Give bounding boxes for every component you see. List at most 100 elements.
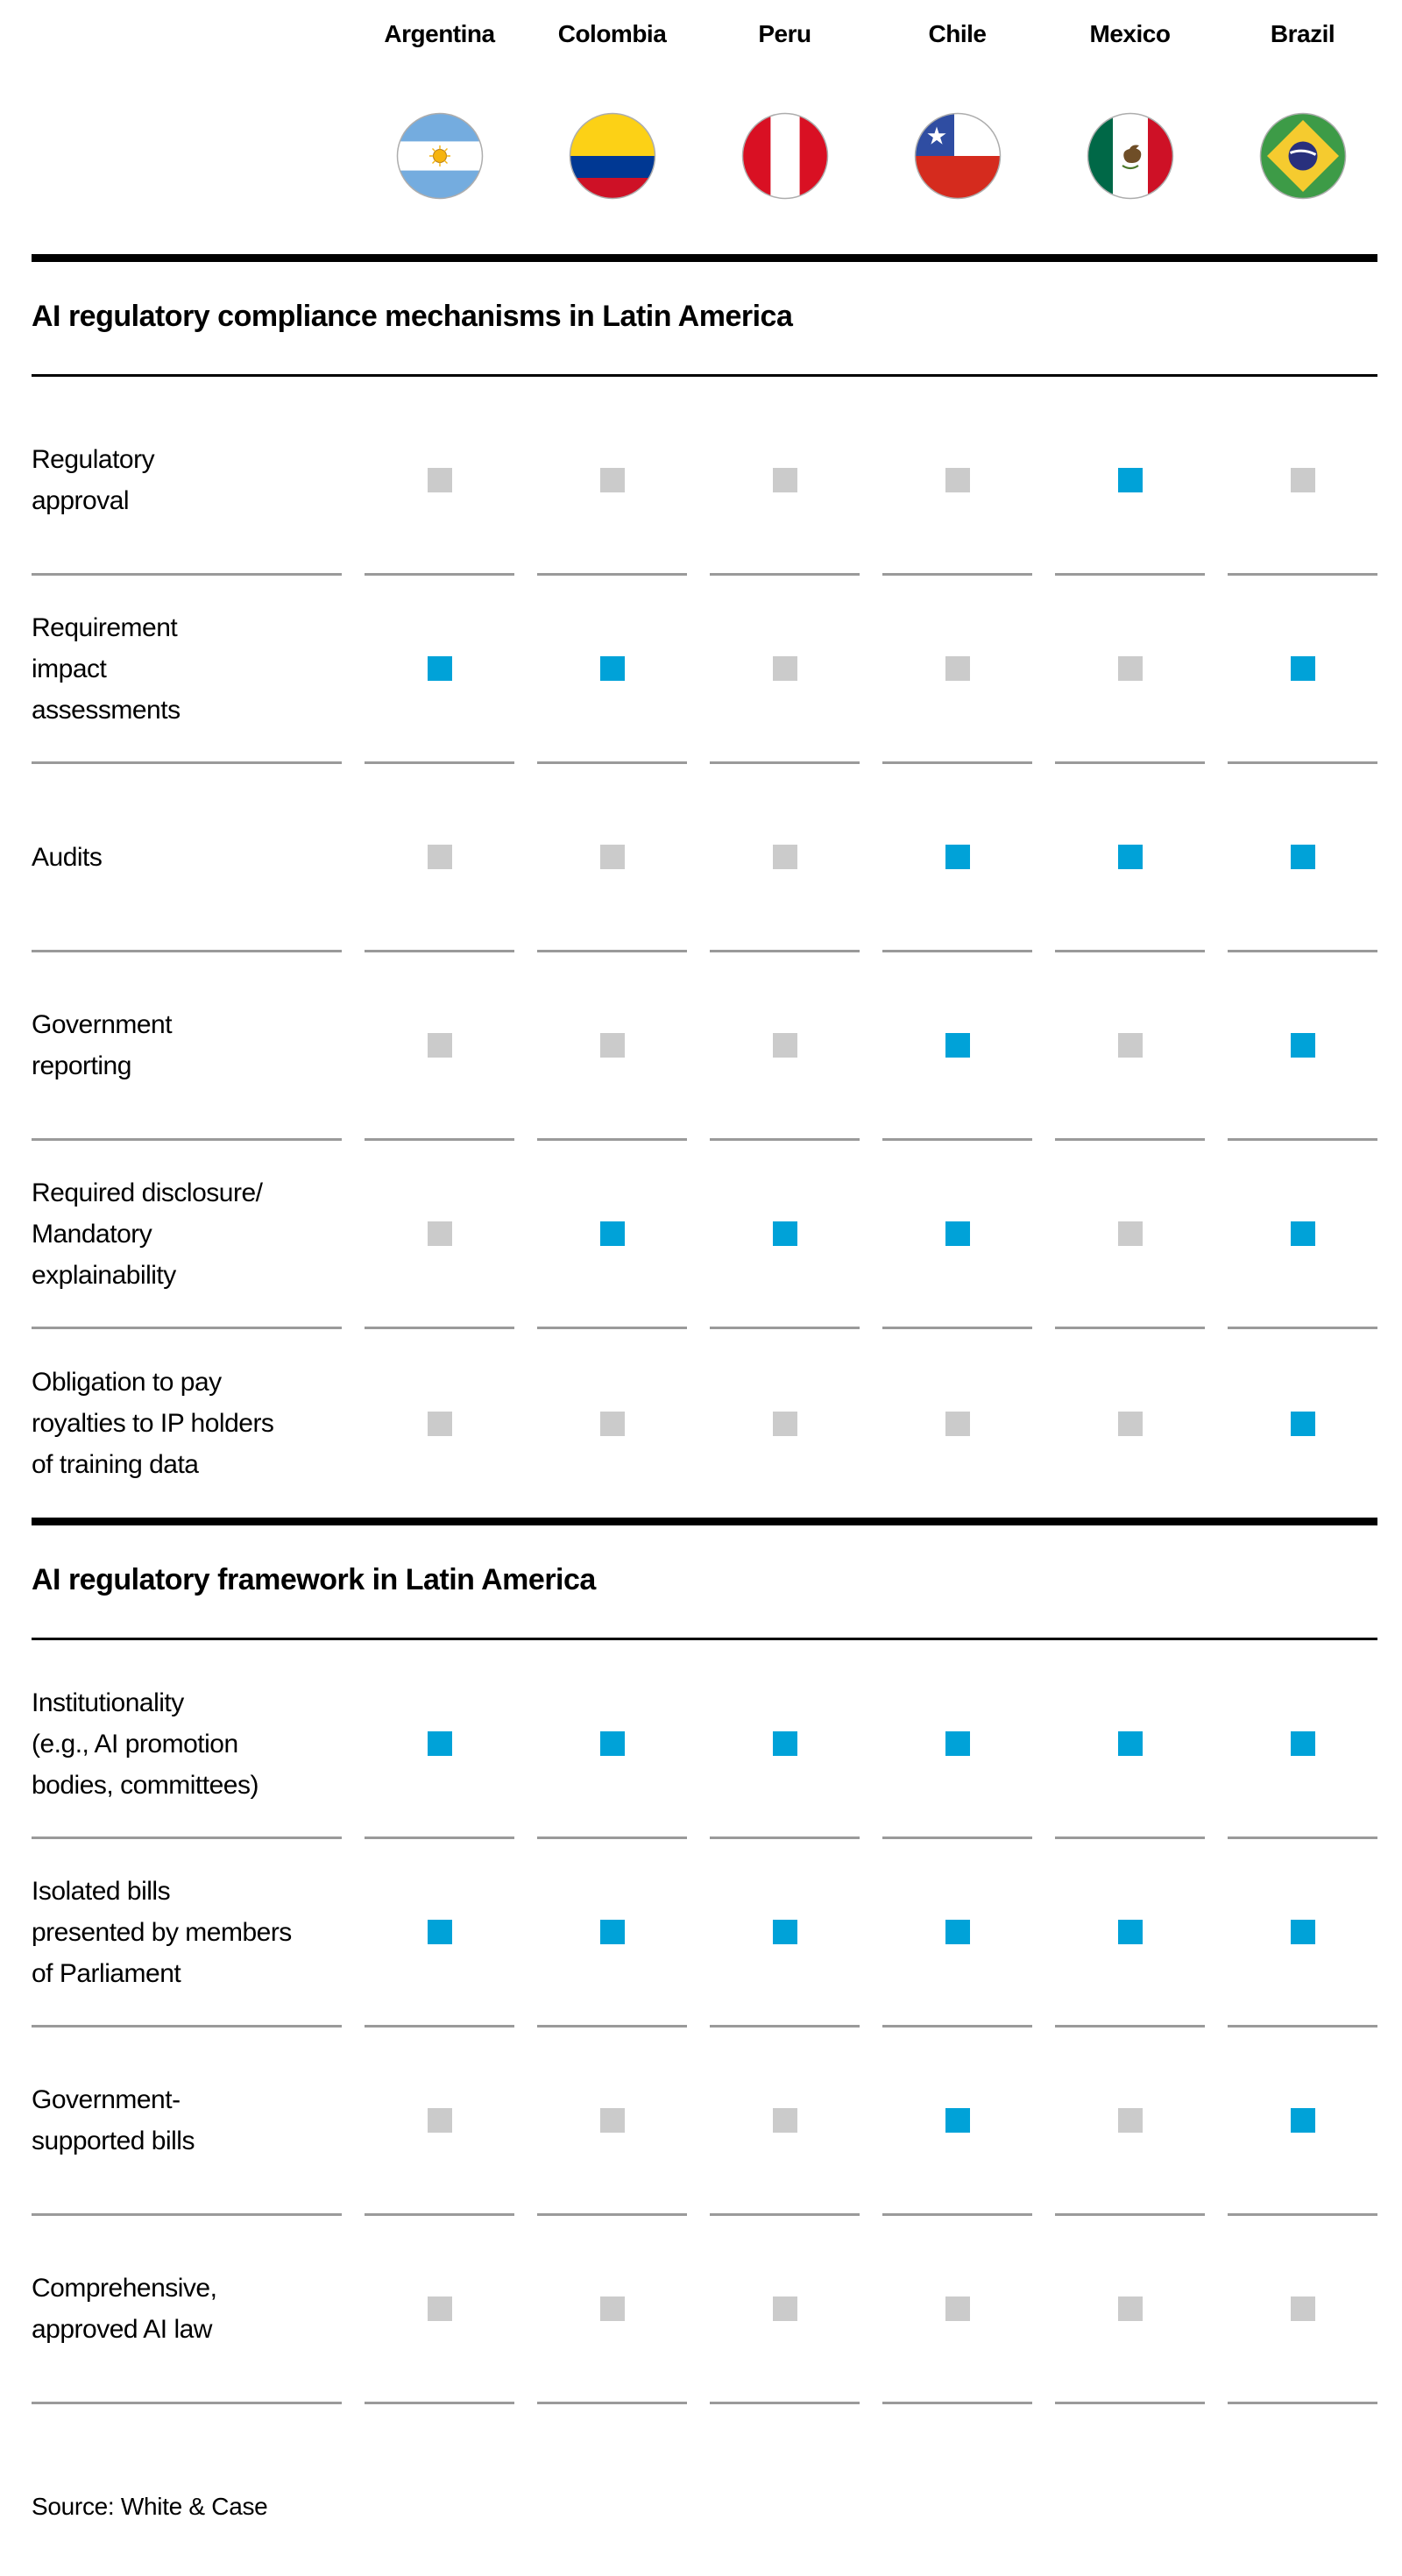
matrix-cell [882, 764, 1032, 952]
present-square [599, 656, 625, 681]
country-name: Colombia [557, 20, 667, 47]
matrix-cell [882, 387, 1032, 576]
matrix-cell [537, 387, 687, 576]
matrix-cell [365, 2216, 514, 2404]
matrix-cell [882, 952, 1032, 1141]
absent-square [599, 468, 625, 492]
matrix-cell [710, 1141, 860, 1329]
mexico-flag-icon [1087, 112, 1174, 200]
row-label: Audits [32, 842, 103, 872]
absent-square [1117, 656, 1143, 681]
present-square [427, 656, 452, 681]
matrix-cell [1055, 2216, 1205, 2404]
matrix-cell [1055, 2028, 1205, 2216]
matrix-cell [537, 2216, 687, 2404]
absent-square [945, 656, 970, 681]
present-square [1290, 1221, 1315, 1246]
absent-square [1117, 1221, 1143, 1246]
absent-square [1117, 1411, 1143, 1436]
present-square [1117, 845, 1143, 869]
matrix-cell [710, 576, 860, 764]
present-square [1290, 1033, 1315, 1058]
matrix-cell [1228, 387, 1377, 576]
absent-square [599, 1411, 625, 1436]
matrix-cell [710, 1329, 860, 1518]
matrix-cell [537, 1329, 687, 1518]
matrix-row: Obligation to pay royalties to IP holder… [32, 1329, 1377, 1518]
present-square [945, 2108, 970, 2133]
country-column: Colombia [537, 19, 687, 200]
matrix-cell [710, 952, 860, 1141]
matrix-cell [365, 952, 514, 1141]
row-label-cell: Comprehensive, approved AI law [32, 2216, 342, 2404]
present-square [1290, 845, 1315, 869]
matrix-row: Required disclosure/ Mandatory explainab… [32, 1141, 1377, 1329]
absent-square [427, 2296, 452, 2321]
matrix-row: Government- supported bills [32, 2028, 1377, 2216]
country-column: Chile [882, 19, 1032, 200]
row-label: Comprehensive, approved AI law [32, 2274, 217, 2344]
present-square [1290, 1411, 1315, 1436]
absent-square [1117, 1033, 1143, 1058]
matrix-cell [882, 1839, 1032, 2028]
matrix-cell [1228, 2216, 1377, 2404]
matrix-row: Requirement impact assessments [32, 576, 1377, 764]
present-square [1117, 1920, 1143, 1944]
absent-square [1290, 2296, 1315, 2321]
absent-square [1290, 468, 1315, 492]
absent-square [772, 1411, 797, 1436]
absent-square [772, 468, 797, 492]
absent-square [945, 2296, 970, 2321]
matrix-cell [882, 1329, 1032, 1518]
absent-square [599, 845, 625, 869]
present-square [1290, 1920, 1315, 1944]
matrix-cell [365, 764, 514, 952]
present-square [772, 1920, 797, 1944]
row-label-cell: Government- supported bills [32, 2028, 342, 2216]
absent-square [427, 1221, 452, 1246]
present-square [427, 1920, 452, 1944]
matrix-cell [882, 2028, 1032, 2216]
argentina-flag-icon [396, 112, 484, 200]
present-square [772, 1221, 797, 1246]
row-label-cell: Government reporting [32, 952, 342, 1141]
country-name: Peru [758, 20, 811, 47]
matrix-cell [1228, 1839, 1377, 2028]
present-square [1290, 2108, 1315, 2133]
row-label: Required disclosure/ Mandatory explainab… [32, 1178, 263, 1290]
section: AI regulatory compliance mechanisms in L… [32, 254, 1377, 1518]
present-square [945, 1221, 970, 1246]
matrix-cell [365, 576, 514, 764]
section-top-rule [32, 254, 1377, 262]
matrix-cell [710, 1839, 860, 2028]
present-square [599, 1221, 625, 1246]
chile-flag-icon [914, 112, 1002, 200]
section-title: AI regulatory compliance mechanisms in L… [32, 300, 793, 333]
absent-square [772, 656, 797, 681]
matrix-cell [1055, 1141, 1205, 1329]
colombia-flag-icon [569, 112, 656, 200]
row-label-cell: Obligation to pay royalties to IP holder… [32, 1329, 342, 1518]
row-label: Government reporting [32, 1010, 173, 1080]
absent-square [427, 2108, 452, 2133]
row-label-cell: Required disclosure/ Mandatory explainab… [32, 1141, 342, 1329]
present-square [1290, 656, 1315, 681]
row-label-cell: Isolated bills presented by members of P… [32, 1839, 342, 2028]
matrix-cell [1228, 2028, 1377, 2216]
country-name: Argentina [384, 20, 495, 47]
section-title-underline [32, 1638, 1377, 1640]
section-top-rule [32, 1518, 1377, 1525]
matrix-cell [710, 1651, 860, 1839]
present-square [427, 1731, 452, 1756]
infographic-page: Argentina Colombia Peru Chile Mexico Bra… [32, 19, 1377, 2520]
matrix-cell [882, 1141, 1032, 1329]
row-label-cell: Institutionality (e.g., AI promotion bod… [32, 1651, 342, 1839]
absent-square [427, 1411, 452, 1436]
absent-square [427, 1033, 452, 1058]
row-label-cell: Requirement impact assessments [32, 576, 342, 764]
matrix-cell [882, 576, 1032, 764]
matrix-cell [537, 952, 687, 1141]
matrix-cell [710, 764, 860, 952]
matrix-cell [1055, 1329, 1205, 1518]
row-label: Isolated bills presented by members of P… [32, 1876, 292, 1988]
